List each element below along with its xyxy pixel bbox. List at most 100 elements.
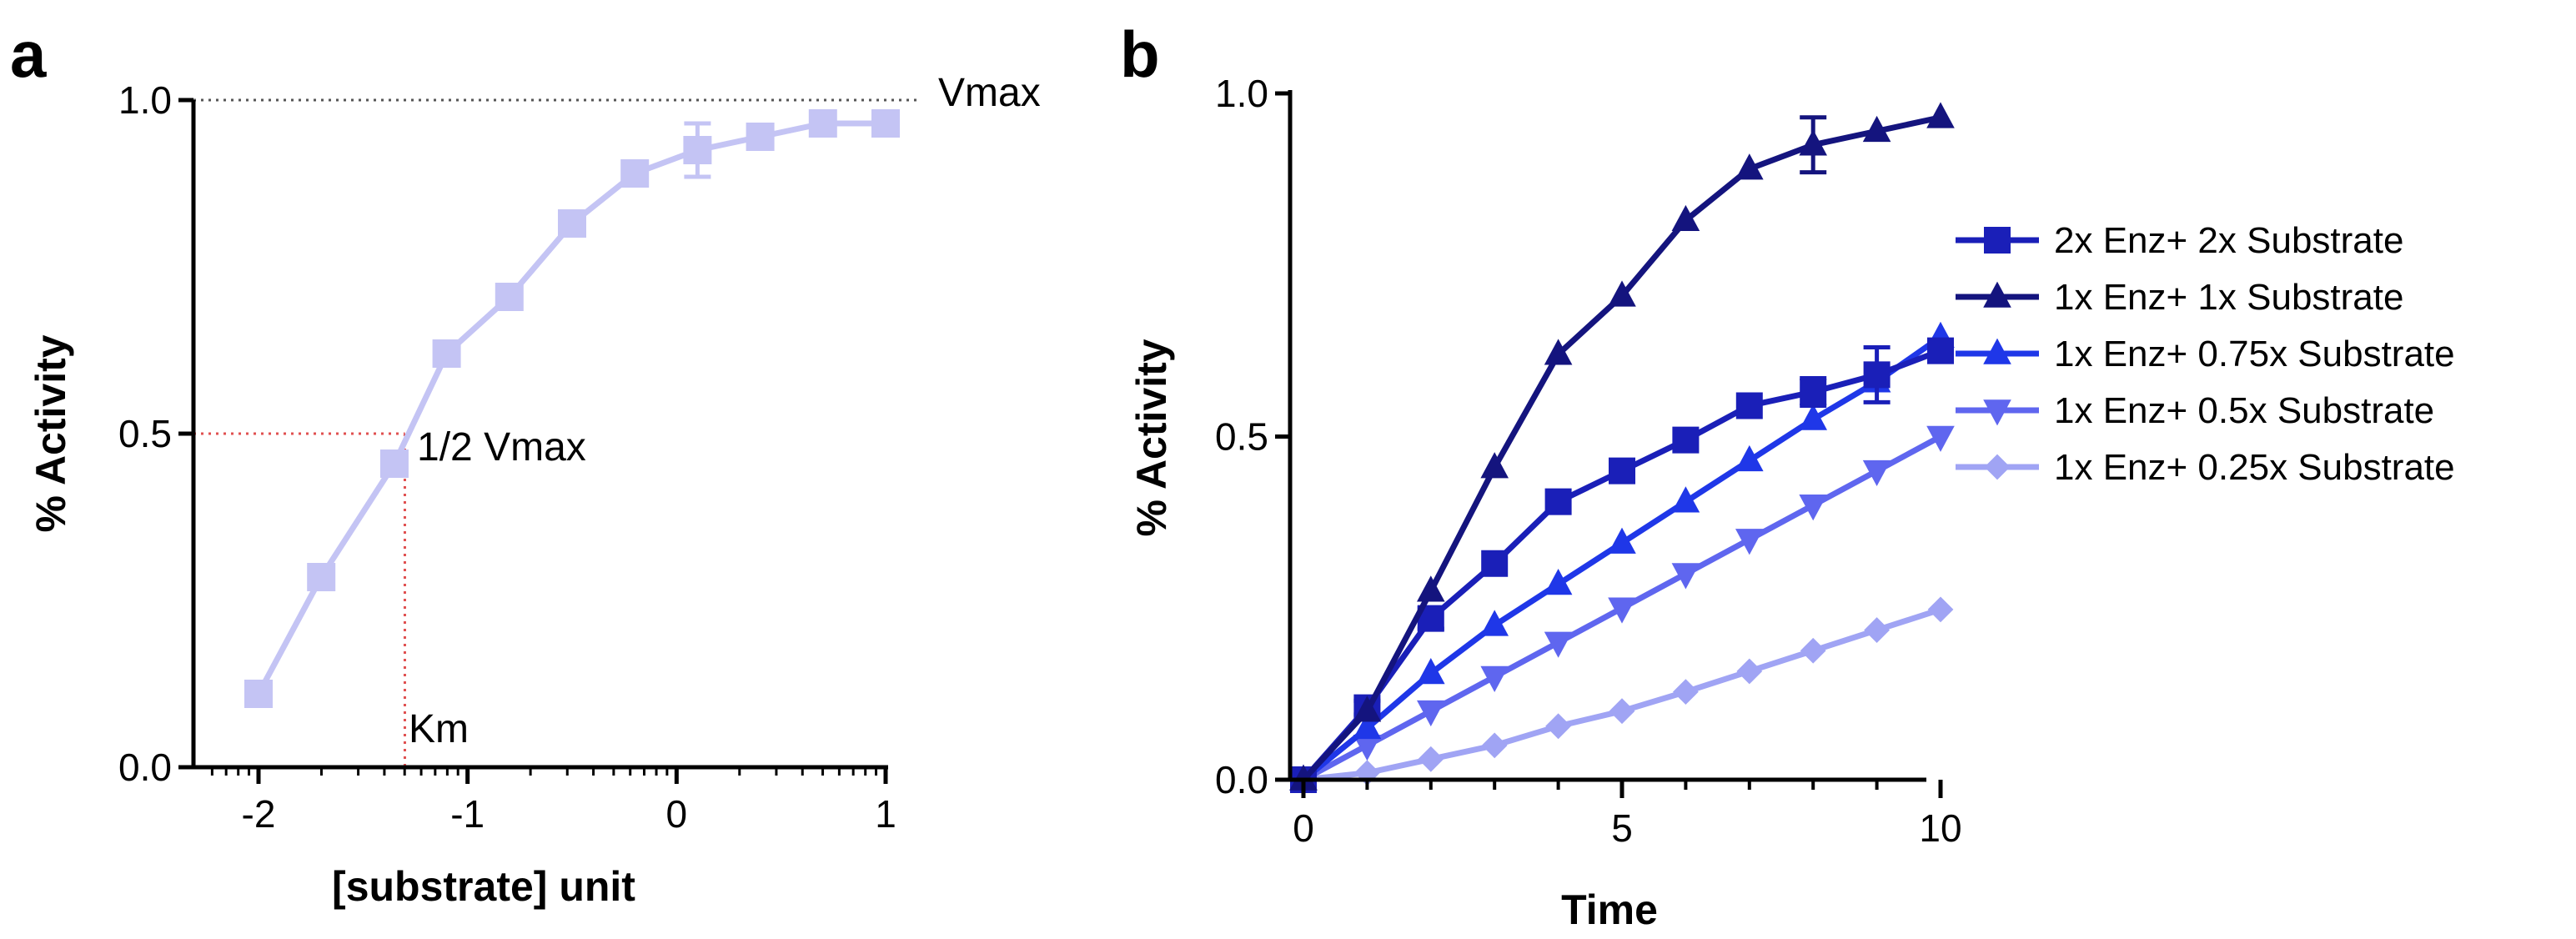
panel-b-data-point: [1864, 617, 1890, 643]
panel-a-data-point: [683, 136, 712, 164]
panel-a-data-point: [746, 123, 775, 151]
panel-b-data-point: [1544, 488, 1572, 515]
panel-b-data-point: [1608, 597, 1636, 624]
panel-a-data-point: [244, 680, 273, 708]
panel-b-data-point: [1671, 486, 1700, 513]
panel-b-data-point: [1608, 527, 1636, 554]
panel-b-data-point: [1800, 379, 1827, 406]
panel-b-y-tick-label: 0.5: [1215, 415, 1268, 459]
panel-a-y-axis-title: % Activity: [28, 334, 74, 532]
panel-b-data-point: [1608, 280, 1636, 307]
panel-b-x-axis-title: Time: [1561, 886, 1658, 933]
panel-b-data-point: [1353, 695, 1382, 722]
panel-a-data-point: [620, 159, 650, 188]
panel-b-chart: b 0.0 0.5 1.0 0 5 10 Time % Activity 2x Enz+ …: [1120, 18, 2455, 933]
panel-b-data-point: [1609, 457, 1635, 485]
panel-b-data-point: [1480, 665, 1509, 692]
panel-b-data-point: [1481, 550, 1509, 577]
panel-b-data-point: [1735, 153, 1764, 180]
panel-a-series: [244, 109, 900, 708]
legend-marker-swatch: [1984, 227, 2011, 254]
panel-a-x-tick-label: 0: [666, 792, 688, 836]
panel-a-series-line: [255, 120, 886, 695]
panel-b-data-point: [1736, 658, 1763, 685]
legend-marker-swatch: [1983, 399, 2011, 426]
panel-b-data-point: [1671, 204, 1700, 232]
panel-b-data-point: [1800, 637, 1826, 664]
panel-b-data-point: [1418, 746, 1444, 772]
panel-a-data-point: [871, 109, 900, 138]
panel-b-data-point: [1863, 361, 1891, 389]
panel-b-legend: 2x Enz+ 2x Substrate 1x Enz+ 1x Substrate…: [1956, 220, 2455, 488]
panel-a-y-tick-label: 0.0: [118, 746, 172, 789]
panel-b-data-point: [1353, 712, 1382, 740]
panel-b-y-tick-label: 1.0: [1215, 72, 1268, 115]
panel-b-data-point: [1417, 658, 1445, 685]
panel-b-x-tick-label: 10: [1919, 806, 1961, 850]
panel-b-data-point: [1289, 764, 1318, 791]
panel-b-data-point: [1673, 679, 1699, 706]
panel-b-data-point: [1545, 713, 1571, 740]
panel-b-data-point: [1417, 575, 1445, 602]
panel-b-data-point: [1799, 404, 1827, 430]
panel-a-guides: [193, 98, 921, 767]
legend-marker-swatch: [1983, 281, 2011, 308]
legend-marker-swatch: [1984, 454, 2011, 480]
panel-b-data-point: [1609, 698, 1635, 725]
panel-b-data-point: [1672, 426, 1700, 454]
panel-a-data-point: [495, 283, 524, 311]
legend-marker-swatch: [1983, 338, 2011, 364]
panel-b-y-axis-title: % Activity: [1128, 339, 1175, 536]
panel-a-vmax-label: Vmax: [938, 71, 1041, 115]
panel-a-x-axis-title: [substrate] unit: [332, 863, 635, 910]
panel-a-x-tick-label: -1: [450, 792, 485, 836]
panel-a-y-tick-label: 0.5: [118, 412, 172, 455]
panel-b-data-point: [1799, 495, 1827, 521]
panel-b-data-point: [1927, 337, 1954, 364]
panel-b-series: [1289, 102, 1955, 796]
panel-b-data-point: [1735, 529, 1764, 555]
panel-b-data-point: [1544, 569, 1573, 595]
panel-a-data-point: [432, 339, 461, 368]
panel-b-series-line: [1303, 606, 1942, 783]
panel-a-ticks: 0.0 0.5 1.0 -2 -1 0 1: [118, 78, 896, 836]
panel-b-ticks: 0.0 0.5 1.0 0 5 10: [1215, 72, 1962, 850]
panel-b-data-point: [1735, 444, 1764, 472]
panel-b-data-point: [1480, 610, 1509, 636]
panel-b-data-point: [1544, 339, 1573, 365]
panel-b-data-point: [1481, 732, 1508, 759]
panel-b-data-point: [1480, 452, 1509, 479]
panel-a-data-point: [379, 449, 409, 478]
panel-b-data-point: [1926, 425, 1955, 452]
panel-b-data-point: [1544, 631, 1573, 658]
panel-a-chart: a 0.0 0.5 1.0 -2 -1 0 1 Vmax 1/2 Vmax Km [subs…: [10, 18, 1041, 910]
panel-a-km-label: Km: [409, 707, 469, 751]
panel-a-y-tick-label: 1.0: [118, 78, 172, 122]
panel-b-x-tick-label: 0: [1293, 806, 1314, 850]
panel-b-data-point: [1862, 459, 1891, 487]
panel-b-data-point: [1862, 115, 1891, 143]
panel-b-data-point: [1799, 129, 1827, 156]
panel-a-data-point: [558, 209, 586, 238]
panel-b-letter: b: [1120, 18, 1160, 91]
panel-b-data-point: [1354, 760, 1380, 786]
panel-a-data-point: [307, 563, 336, 591]
legend-label: 1x Enz+ 0.25x Substrate: [2054, 447, 2455, 488]
panel-b-data-point: [1353, 735, 1382, 761]
panel-b-data-point: [1927, 596, 1954, 623]
panel-b-x-tick-label: 5: [1611, 806, 1633, 850]
panel-b-series-line: [1301, 114, 1941, 782]
panel-b-y-tick-label: 0.0: [1215, 758, 1268, 801]
legend-label: 1x Enz+ 0.75x Substrate: [2054, 334, 2455, 374]
panel-a-letter: a: [10, 18, 47, 91]
panel-a-x-tick-label: 1: [875, 792, 896, 836]
panel-b-data-point: [1417, 605, 1444, 632]
legend-label: 1x Enz+ 0.5x Substrate: [2054, 390, 2434, 431]
panel-a-data-point: [808, 109, 837, 138]
legend-label: 2x Enz+ 2x Substrate: [2054, 220, 2403, 261]
panel-b-data-point: [1735, 392, 1763, 419]
panel-b-data-point: [1417, 700, 1445, 727]
panel-a-half-vmax-label: 1/2 Vmax: [417, 425, 586, 470]
panel-b-data-point: [1671, 563, 1700, 590]
